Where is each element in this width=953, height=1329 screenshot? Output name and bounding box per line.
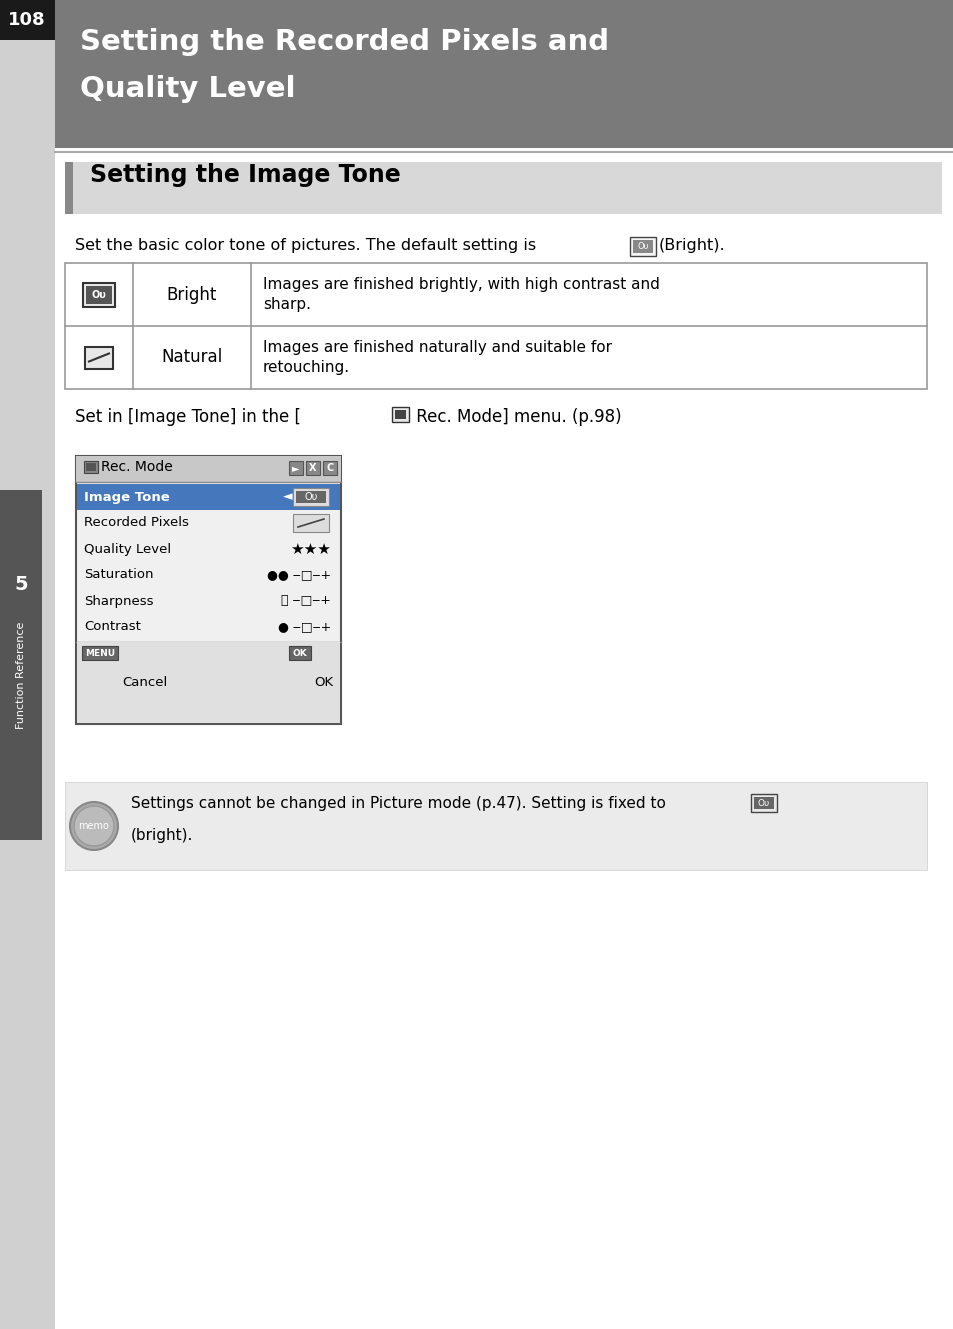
Bar xyxy=(293,514,329,532)
Text: Oυ: Oυ xyxy=(637,242,648,251)
Text: Quality Level: Quality Level xyxy=(84,542,171,556)
Text: Oυ: Oυ xyxy=(757,799,769,808)
Text: Images are finished brightly, with high contrast and: Images are finished brightly, with high … xyxy=(263,276,659,292)
Bar xyxy=(289,646,311,661)
Bar xyxy=(0,490,42,840)
Text: Setting the Recorded Pixels and: Setting the Recorded Pixels and xyxy=(80,28,608,56)
Bar xyxy=(55,0,953,148)
Text: Cancel: Cancel xyxy=(122,676,167,690)
Bar xyxy=(392,407,409,423)
Text: MENU: MENU xyxy=(85,649,115,658)
Text: Sharpness: Sharpness xyxy=(84,594,153,607)
Text: Function Reference: Function Reference xyxy=(16,622,26,728)
Text: ●● ‒□‒+: ●● ‒□‒+ xyxy=(267,569,331,582)
Text: retouching.: retouching. xyxy=(263,360,350,375)
Text: Saturation: Saturation xyxy=(84,569,153,582)
Bar xyxy=(77,484,339,510)
Text: 108: 108 xyxy=(9,11,46,29)
Bar xyxy=(323,461,336,474)
Text: Ⓢ ‒□‒+: Ⓢ ‒□‒+ xyxy=(281,594,331,607)
Text: Set the basic color tone of pictures. The default setting is: Set the basic color tone of pictures. Th… xyxy=(75,238,536,253)
Text: Oυ: Oυ xyxy=(304,492,317,502)
Text: Set in [Image Tone] in the [: Set in [Image Tone] in the [ xyxy=(75,408,301,427)
Circle shape xyxy=(70,801,118,851)
Bar xyxy=(83,283,115,307)
Text: ● ‒□‒+: ● ‒□‒+ xyxy=(277,621,331,634)
Bar xyxy=(0,0,55,40)
Text: Contrast: Contrast xyxy=(84,621,141,634)
Text: sharp.: sharp. xyxy=(263,296,311,312)
Bar xyxy=(65,263,926,389)
Bar xyxy=(306,461,319,474)
Text: Rec. Mode] menu. (p.98): Rec. Mode] menu. (p.98) xyxy=(411,408,621,427)
Bar xyxy=(85,347,112,368)
Bar xyxy=(76,456,340,724)
Text: OK: OK xyxy=(314,676,333,690)
Text: Recorded Pixels: Recorded Pixels xyxy=(84,517,189,529)
Text: Image Tone: Image Tone xyxy=(84,490,170,504)
Bar xyxy=(65,781,926,870)
Bar xyxy=(65,162,73,214)
Text: memo: memo xyxy=(78,821,110,831)
Text: Natural: Natural xyxy=(161,348,222,367)
Bar xyxy=(86,286,112,303)
Text: Setting the Image Tone: Setting the Image Tone xyxy=(90,163,400,187)
Bar xyxy=(629,237,656,256)
Text: Settings cannot be changed in Picture mode (p.47). Setting is fixed to: Settings cannot be changed in Picture mo… xyxy=(131,796,665,811)
Bar xyxy=(82,646,118,661)
Circle shape xyxy=(74,805,113,847)
Text: Quality Level: Quality Level xyxy=(80,74,295,104)
Bar xyxy=(73,162,941,214)
Bar xyxy=(293,488,329,506)
Bar xyxy=(395,411,406,419)
Bar xyxy=(750,793,776,812)
Text: (bright).: (bright). xyxy=(131,828,193,843)
Text: C: C xyxy=(326,462,334,473)
Bar xyxy=(289,461,303,474)
Bar xyxy=(753,797,773,809)
Bar xyxy=(86,462,96,470)
Text: ◄: ◄ xyxy=(283,490,293,504)
Bar xyxy=(633,241,652,253)
Text: Bright: Bright xyxy=(167,286,217,303)
Text: ►: ► xyxy=(292,462,299,473)
Text: Rec. Mode: Rec. Mode xyxy=(101,460,172,474)
Bar xyxy=(0,0,55,1329)
Text: Images are finished naturally and suitable for: Images are finished naturally and suitab… xyxy=(263,340,612,355)
Text: 5: 5 xyxy=(14,575,28,594)
Bar xyxy=(77,642,339,723)
Text: Oυ: Oυ xyxy=(91,290,107,299)
Text: X: X xyxy=(309,462,316,473)
Bar xyxy=(295,490,326,502)
Text: ★★★: ★★★ xyxy=(290,541,331,557)
Text: (Bright).: (Bright). xyxy=(659,238,725,253)
Text: OK: OK xyxy=(293,649,307,658)
Bar xyxy=(76,456,340,482)
Bar xyxy=(84,461,98,473)
